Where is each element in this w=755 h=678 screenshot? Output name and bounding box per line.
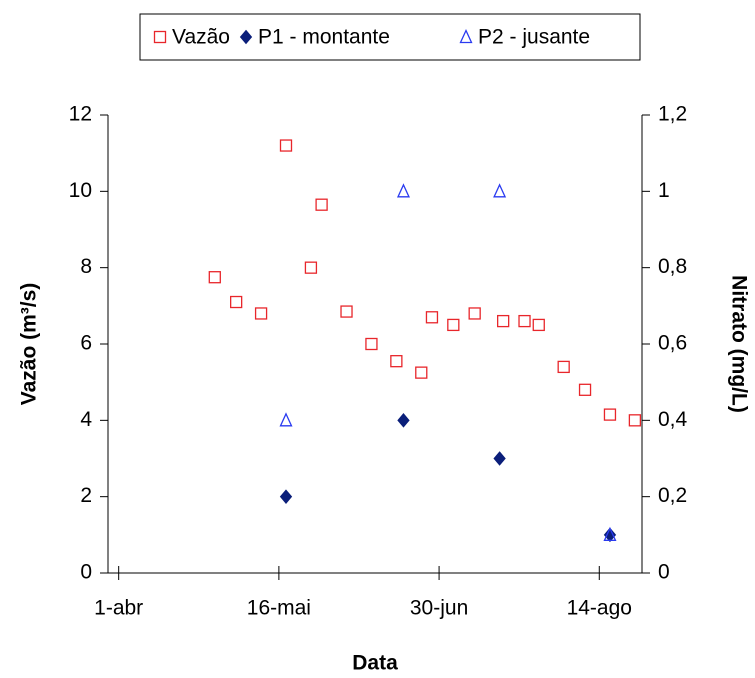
y2-tick-label: 1,2 xyxy=(658,103,687,126)
marker-square xyxy=(497,314,510,328)
legend-label: P2 - jusante xyxy=(478,26,590,49)
y2-tick-label: 0,4 xyxy=(658,408,688,431)
marker-square xyxy=(279,139,293,152)
marker-square xyxy=(254,307,268,320)
y-tick-label: 12 xyxy=(69,103,92,126)
y-tick-label: 10 xyxy=(69,179,92,202)
marker-square xyxy=(468,307,481,320)
marker-triangle xyxy=(459,28,473,44)
marker-square xyxy=(315,198,328,211)
marker-triangle xyxy=(396,183,410,198)
marker-triangle xyxy=(603,526,617,541)
marker-square xyxy=(340,305,353,318)
marker-triangle xyxy=(279,412,293,427)
marker-square xyxy=(415,366,428,379)
marker-square xyxy=(603,408,617,421)
marker-diamond xyxy=(279,489,293,504)
legend-label: Vazão xyxy=(172,26,230,49)
y-tick-label: 6 xyxy=(80,332,92,355)
y-tick-label: 8 xyxy=(80,255,92,278)
marker-square xyxy=(628,414,642,427)
y2-tick-label: 0,8 xyxy=(658,255,687,278)
y-axis-title: Vazão (m³/s) xyxy=(18,283,41,406)
marker-square xyxy=(518,314,531,328)
legend-label: P1 - montante xyxy=(258,26,390,49)
marker-triangle xyxy=(493,183,507,198)
marker-square xyxy=(304,261,318,274)
marker-diamond xyxy=(397,413,410,428)
marker-square xyxy=(557,360,570,374)
marker-diamond xyxy=(603,527,617,543)
marker-square xyxy=(365,337,378,351)
marker-square xyxy=(153,30,167,44)
y2-tick-label: 0,2 xyxy=(658,484,687,507)
y2-tick-label: 0,6 xyxy=(658,332,687,355)
y-tick-label: 4 xyxy=(80,408,92,431)
x-tick-label: 14-ago xyxy=(567,597,632,620)
marker-diamond xyxy=(239,29,253,45)
x-tick-label: 30-jun xyxy=(410,597,468,620)
marker-square xyxy=(425,311,439,324)
marker-square xyxy=(390,355,403,368)
y2-tick-label: 0 xyxy=(658,561,670,584)
legend-box xyxy=(139,13,641,61)
marker-square xyxy=(578,383,592,396)
marker-square xyxy=(230,295,243,309)
y2-axis-title: Nitrato (mg/L) xyxy=(727,275,750,413)
x-tick-label: 16-mai xyxy=(247,597,311,620)
y2-tick-label: 1 xyxy=(658,179,670,202)
y-tick-label: 2 xyxy=(80,484,92,507)
x-axis-title: Data xyxy=(352,652,398,675)
marker-square xyxy=(208,271,221,284)
y-tick-label: 0 xyxy=(80,561,92,584)
x-tick-label: 1-abr xyxy=(94,597,143,620)
marker-diamond xyxy=(493,451,506,466)
marker-square xyxy=(532,318,545,332)
marker-square xyxy=(447,318,460,332)
